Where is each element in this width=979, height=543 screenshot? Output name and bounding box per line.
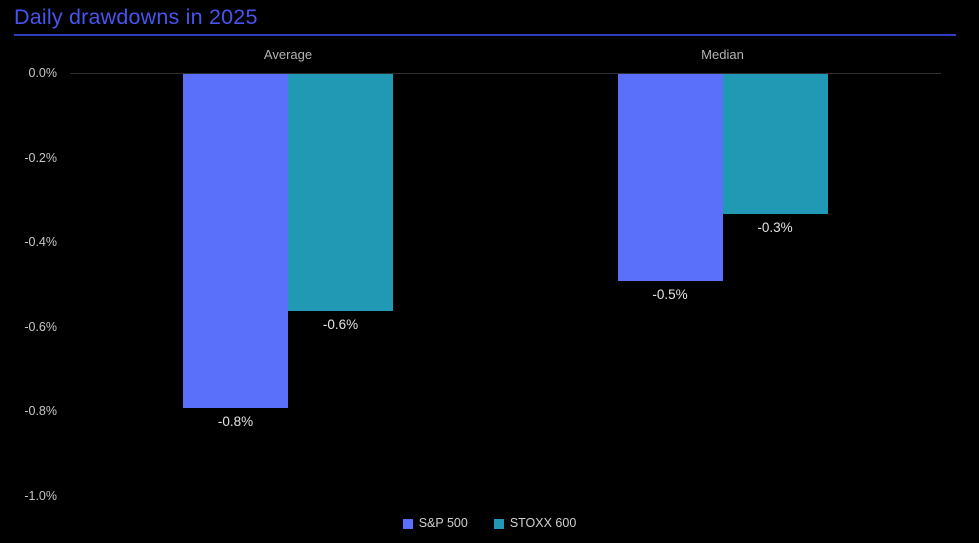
title-underline	[14, 34, 956, 36]
y-axis-tick-label: 0.0%	[28, 66, 58, 80]
bar-value-label-sp500-median: -0.5%	[652, 287, 688, 302]
bar-value-label-stoxx600-median: -0.3%	[757, 220, 793, 235]
bar-sp500-median	[617, 74, 723, 281]
group-label-average: Average	[263, 47, 313, 62]
legend: S&P 500 STOXX 600	[0, 516, 979, 531]
y-axis-tick-label: -1.0%	[24, 489, 57, 503]
bar-stoxx600-average	[288, 74, 393, 311]
chart-title: Daily drawdowns in 2025	[14, 5, 258, 29]
y-axis-tick-label: -0.4%	[24, 235, 57, 250]
bar-value-label-stoxx600-average: -0.6%	[322, 317, 359, 332]
y-axis-tick-label: -0.6%	[24, 319, 57, 334]
legend-item-sp500: S&P 500	[402, 516, 468, 531]
legend-item-stoxx600: STOXX 600	[493, 516, 577, 531]
y-axis-tick-label: -0.2%	[24, 150, 57, 165]
zero-axis-line	[70, 73, 941, 74]
legend-label-sp500: S&P 500	[418, 516, 468, 530]
group-label-median: Median	[701, 47, 744, 62]
bar-sp500-average	[183, 74, 288, 408]
legend-label-stoxx600: STOXX 600	[509, 516, 577, 530]
bar-stoxx600-median	[722, 74, 828, 214]
legend-swatch-stoxx600	[493, 518, 504, 529]
legend-swatch-sp500	[402, 518, 413, 529]
bar-value-label-sp500-average: -0.8%	[217, 414, 254, 429]
y-axis-tick-label: -0.8%	[24, 404, 57, 419]
